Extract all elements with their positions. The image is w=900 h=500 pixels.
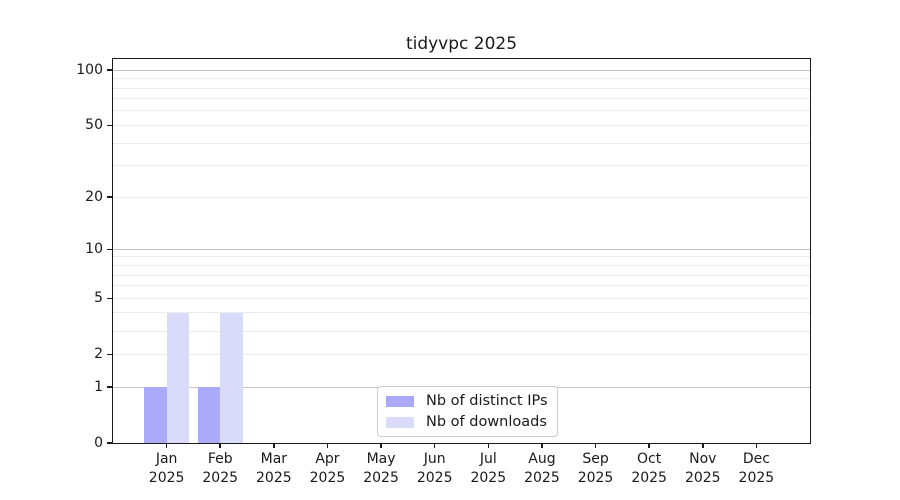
x-tick-label-nov: Nov 2025 [671,450,735,488]
gridline-minor-9 [113,256,810,258]
x-tick-month: Nov [689,451,717,467]
y-tick-mark-2 [107,353,113,355]
bar-distinct-ips-jan [144,387,167,443]
legend-swatch-distinct-ips [386,395,414,407]
x-tick-mark-jan [165,443,168,448]
gridline-minor-8 [113,265,810,266]
x-tick-mark-oct [648,443,650,448]
x-tick-year: 2025 [309,470,346,486]
x-tick-year: 2025 [363,470,399,486]
x-tick-year: 2025 [148,470,185,486]
x-tick-label-jul: Jul 2025 [456,450,520,488]
x-tick-month: Dec [742,451,770,467]
x-tick-month: Feb [207,451,233,467]
x-tick-mark-apr [326,443,329,448]
y-tick-label-20: 20 [85,189,103,206]
x-tick-mark-aug [541,443,543,448]
legend-item-downloads: Nb of downloads [386,414,548,430]
x-tick-mark-dec [755,443,758,448]
gridline-minor-5 [113,297,810,299]
x-tick-year: 2025 [202,470,239,486]
x-tick-year: 2025 [470,470,507,486]
bar-downloads-feb [220,312,243,443]
y-tick-mark-10 [107,248,113,251]
x-tick-label-jan: Jan 2025 [135,450,199,488]
y-tick-mark-1 [107,386,113,388]
gridline-minor-60 [113,110,810,112]
x-tick-label-sep: Sep 2025 [564,450,628,488]
x-tick-label-jun: Jun 2025 [403,450,467,488]
x-tick-month: Jan [155,451,178,467]
gridline-major-100 [113,69,810,71]
x-tick-mark-sep [594,443,597,448]
bar-downloads-jan [166,312,190,443]
x-tick-label-dec: Dec 2025 [724,450,788,488]
x-tick-mark-may [380,443,382,448]
x-tick-month: Jun [423,451,446,467]
x-tick-label-oct: Oct 2025 [617,450,681,488]
x-tick-mark-feb [219,443,221,448]
x-tick-label-aug: Aug 2025 [510,450,574,488]
y-tick-label-5: 5 [94,290,103,307]
x-tick-mark-nov [702,443,704,448]
legend-label-downloads: Nb of downloads [426,414,547,430]
y-tick-mark-5 [107,297,113,299]
gridline-minor-50 [113,124,810,126]
x-tick-month: May [366,451,396,467]
legend-swatch-downloads [386,416,414,428]
gridline-minor-40 [113,142,810,144]
bar-distinct-ips-feb [197,387,221,443]
legend-item-distinct-ips: Nb of distinct IPs [386,393,548,409]
x-tick-month: Aug [528,451,556,467]
x-tick-year: 2025 [684,470,721,486]
gridline-major-10 [113,248,810,250]
x-tick-label-feb: Feb 2025 [188,450,252,488]
x-tick-year: 2025 [738,470,775,486]
x-tick-label-mar: Mar 2025 [242,450,306,488]
y-tick-mark-20 [107,196,113,198]
x-tick-label-apr: Apr 2025 [295,450,359,488]
gridline-minor-7 [113,274,810,276]
x-tick-label-may: May 2025 [349,450,413,488]
gridline-minor-80 [113,87,810,89]
x-tick-mark-jul [487,443,490,448]
x-tick-month: Mar [260,451,288,467]
y-tick-label-1: 1 [94,379,103,395]
gridline-minor-70 [113,98,810,100]
gridline-minor-3 [113,330,810,332]
y-tick-mark-50 [107,124,113,127]
y-tick-label-50: 50 [85,117,103,134]
y-tick-label-10: 10 [85,241,103,258]
legend-label-distinct-ips: Nb of distinct IPs [426,393,548,409]
x-tick-mark-mar [273,443,275,448]
x-tick-mark-jun [433,443,436,448]
gridline-minor-4 [113,312,810,314]
y-tick-label-100: 100 [76,62,103,79]
x-tick-month: Sep [582,451,609,467]
x-tick-year: 2025 [577,470,614,486]
y-tick-mark-0 [107,442,113,444]
chart-title: tidyvpc 2025 [405,34,518,54]
x-tick-year: 2025 [416,470,453,486]
x-tick-year: 2025 [524,470,560,486]
y-tick-label-0: 0 [94,435,103,451]
x-tick-year: 2025 [256,470,292,486]
gridline-minor-90 [113,78,810,80]
legend: Nb of distinct IPs Nb of downloads [377,386,558,437]
gridline-minor-2 [113,353,810,355]
y-tick-mark-100 [107,69,113,71]
gridline-minor-20 [113,196,810,198]
x-tick-year: 2025 [631,470,667,486]
gridline-minor-30 [113,165,810,167]
x-tick-month: Apr [315,451,340,467]
x-tick-month: Oct [637,451,662,467]
x-tick-month: Jul [479,451,497,467]
y-tick-label-2: 2 [94,346,103,363]
gridline-minor-6 [113,285,810,287]
